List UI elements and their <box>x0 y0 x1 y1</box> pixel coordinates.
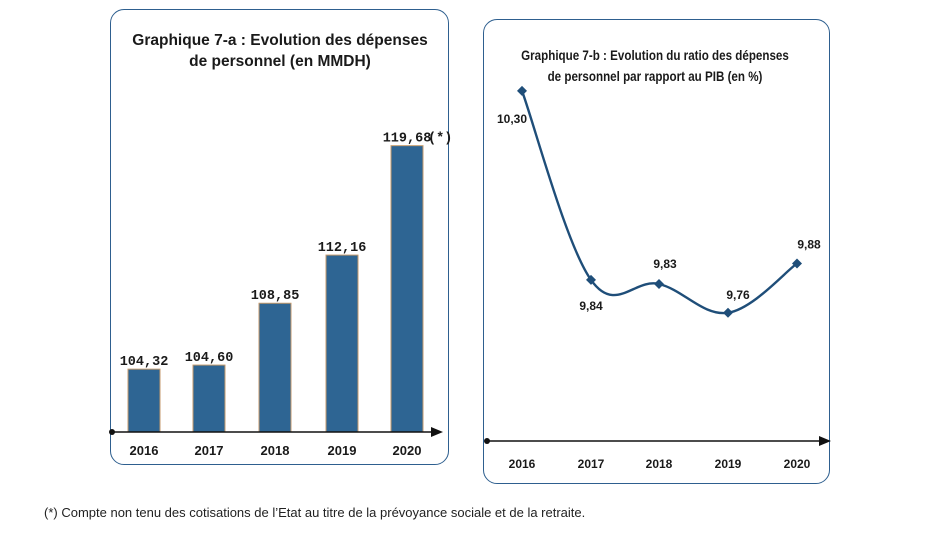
line-data-label-2016: 10,30 <box>497 112 527 126</box>
line-x-tick-label-2016: 2016 <box>509 457 536 471</box>
x-axis-arrow <box>431 427 443 437</box>
line-point-marker-2019 <box>723 307 733 318</box>
line-x-tick-label-2019: 2019 <box>715 457 742 471</box>
line-point-marker-2018 <box>654 279 664 289</box>
ratio-line <box>520 90 798 315</box>
bar-2018 <box>258 302 292 433</box>
bar-data-label-2020: 119,68 <box>383 132 432 147</box>
bar-data-label-2019: 112,16 <box>318 241 367 256</box>
line-data-label-2019: 9,76 <box>726 288 750 302</box>
line-data-label-2018: 9,83 <box>653 257 677 271</box>
line-point-marker-2016 <box>517 85 527 96</box>
x-tick-label-2018: 2018 <box>261 443 290 458</box>
line-x-tick-label-2020: 2020 <box>784 457 811 471</box>
line-chart-x-axis-arrow <box>819 436 831 446</box>
x-axis-origin-dot <box>109 429 115 435</box>
bar-data-label-2018: 108,85 <box>251 289 300 304</box>
line-x-tick-label-2018: 2018 <box>646 457 673 471</box>
bar-chart-title: Graphique 7-a : Evolution des dépenses d… <box>132 32 428 70</box>
line-chart-panel <box>483 19 830 484</box>
x-tick-label-2020: 2020 <box>393 443 422 458</box>
bar-data-label-2017: 104,60 <box>185 351 234 366</box>
x-tick-label-2019: 2019 <box>328 443 357 458</box>
line-data-label-2020: 9,88 <box>797 237 821 251</box>
line-chart-title: Graphique 7-b : Evolution du ratio des d… <box>521 48 789 84</box>
line-point-marker-2017 <box>586 274 596 285</box>
bar-2017 <box>192 364 226 433</box>
line-data-label-2017: 9,84 <box>579 299 603 313</box>
bar-2016 <box>127 368 161 433</box>
line-point-marker-2020 <box>792 258 802 269</box>
x-tick-label-2017: 2017 <box>195 443 224 458</box>
bar-annotation-asterisk: (*) <box>428 132 452 147</box>
line-chart-axis-origin-dot <box>484 438 490 444</box>
bar-2020 <box>390 145 424 433</box>
bar-2019 <box>325 254 359 433</box>
bar-data-label-2016: 104,32 <box>120 355 169 370</box>
footnote: (*) Compte non tenu des cotisations de l… <box>44 505 586 520</box>
line-x-tick-label-2017: 2017 <box>578 457 605 471</box>
x-tick-label-2016: 2016 <box>130 443 159 458</box>
